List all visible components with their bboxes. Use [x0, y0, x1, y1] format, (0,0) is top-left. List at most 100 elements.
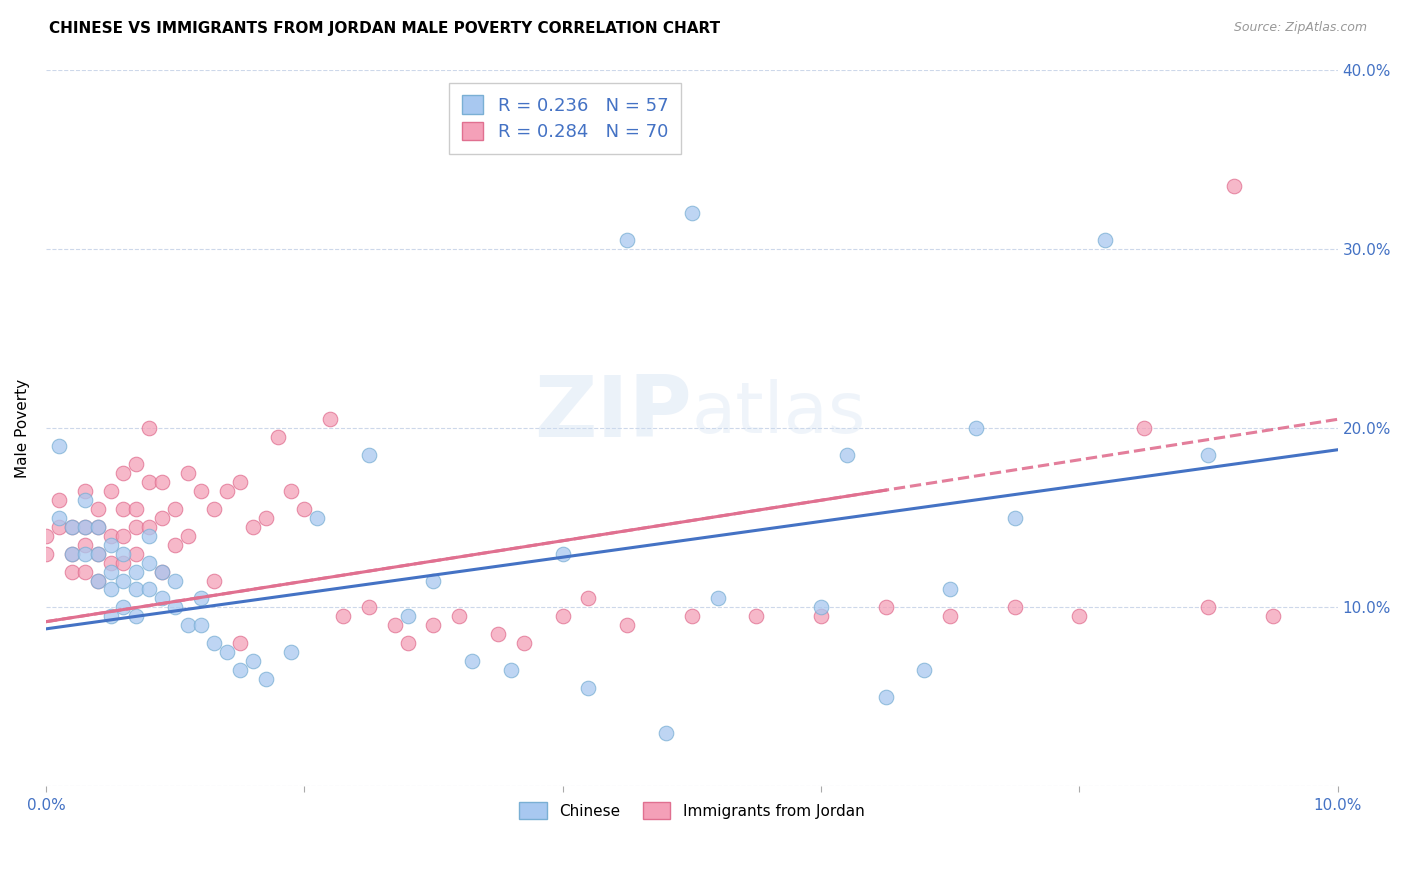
Point: [165, 538, 187, 552]
Point: [100, 556, 122, 570]
Point: [100, 529, 122, 543]
Point: [578, 591, 600, 606]
Point: [100, 538, 122, 552]
Point: [1198, 448, 1220, 462]
Text: Source: ZipAtlas.com: Source: ZipAtlas.com: [1233, 21, 1367, 34]
Point: [461, 654, 484, 668]
Point: [228, 636, 250, 650]
Point: [112, 501, 135, 516]
Point: [875, 690, 897, 704]
Point: [60, 520, 83, 534]
Point: [1261, 609, 1284, 624]
Point: [280, 483, 302, 498]
Point: [254, 672, 277, 686]
Point: [422, 618, 444, 632]
Point: [280, 645, 302, 659]
Point: [242, 654, 264, 668]
Point: [60, 520, 83, 534]
Point: [165, 501, 187, 516]
Point: [112, 574, 135, 588]
Point: [912, 663, 935, 677]
Point: [190, 618, 212, 632]
Point: [228, 663, 250, 677]
Point: [1094, 233, 1116, 247]
Point: [48, 439, 70, 453]
Point: [1223, 179, 1246, 194]
Point: [112, 556, 135, 570]
Point: [138, 529, 160, 543]
Point: [202, 574, 225, 588]
Point: [100, 483, 122, 498]
Point: [307, 511, 329, 525]
Point: [138, 556, 160, 570]
Point: [292, 501, 315, 516]
Point: [86, 501, 108, 516]
Point: [73, 520, 96, 534]
Point: [242, 520, 264, 534]
Point: [486, 627, 509, 641]
Point: [60, 547, 83, 561]
Point: [112, 466, 135, 480]
Point: [73, 547, 96, 561]
Point: [655, 725, 678, 739]
Point: [449, 609, 471, 624]
Point: [177, 529, 200, 543]
Point: [73, 538, 96, 552]
Point: [681, 609, 703, 624]
Point: [86, 547, 108, 561]
Legend: Chinese, Immigrants from Jordan: Chinese, Immigrants from Jordan: [513, 796, 870, 825]
Point: [35, 529, 58, 543]
Point: [875, 600, 897, 615]
Point: [125, 547, 148, 561]
Point: [190, 483, 212, 498]
Point: [745, 609, 768, 624]
Point: [138, 421, 160, 435]
Point: [190, 591, 212, 606]
Point: [228, 475, 250, 489]
Text: CHINESE VS IMMIGRANTS FROM JORDAN MALE POVERTY CORRELATION CHART: CHINESE VS IMMIGRANTS FROM JORDAN MALE P…: [49, 21, 720, 36]
Point: [1069, 609, 1091, 624]
Point: [616, 618, 638, 632]
Point: [125, 582, 148, 597]
Point: [1198, 600, 1220, 615]
Point: [706, 591, 728, 606]
Point: [254, 511, 277, 525]
Point: [681, 206, 703, 220]
Point: [35, 547, 58, 561]
Point: [100, 582, 122, 597]
Point: [112, 600, 135, 615]
Point: [177, 618, 200, 632]
Text: ZIP: ZIP: [534, 373, 692, 456]
Point: [73, 492, 96, 507]
Point: [112, 547, 135, 561]
Point: [100, 609, 122, 624]
Point: [73, 520, 96, 534]
Point: [578, 681, 600, 695]
Point: [125, 457, 148, 471]
Point: [1133, 421, 1156, 435]
Point: [396, 609, 419, 624]
Point: [150, 475, 173, 489]
Point: [150, 565, 173, 579]
Point: [202, 636, 225, 650]
Point: [48, 511, 70, 525]
Point: [357, 448, 380, 462]
Point: [202, 501, 225, 516]
Point: [215, 645, 238, 659]
Point: [177, 466, 200, 480]
Point: [499, 663, 522, 677]
Point: [138, 475, 160, 489]
Point: [267, 430, 290, 444]
Point: [965, 421, 987, 435]
Point: [357, 600, 380, 615]
Point: [1004, 600, 1026, 615]
Point: [86, 520, 108, 534]
Point: [150, 511, 173, 525]
Point: [939, 609, 962, 624]
Point: [150, 591, 173, 606]
Point: [551, 547, 574, 561]
Y-axis label: Male Poverty: Male Poverty: [15, 379, 30, 478]
Point: [125, 501, 148, 516]
Point: [112, 529, 135, 543]
Point: [138, 520, 160, 534]
